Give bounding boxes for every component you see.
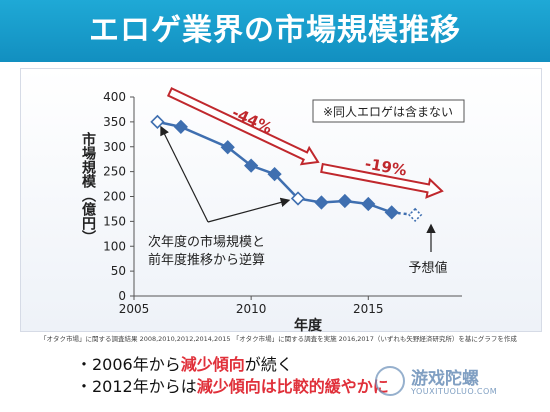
watermark-logo-icon [375,366,405,396]
note-box [312,99,465,123]
data-point [150,114,165,130]
y-tick-label: 150 [103,214,126,228]
data-point [408,207,423,223]
y-tick-label: 300 [103,140,126,154]
callout-text-line2: 前年度推移から逆算 [148,252,265,268]
data-point [244,158,259,173]
decline-arrow-2-shape [320,162,444,199]
callout-arrow-1 [160,125,209,223]
bullet-emphasis: 減少傾向 [180,355,245,374]
watermark-url: YOUXITUOLUO.COM [411,387,498,396]
data-point [173,119,188,134]
watermark: 游戏陀螺 YOUXITUOLUO.COM [375,362,545,406]
y-tick-label: 50 [111,264,126,278]
y-axis-title: 市場規模（億円） [80,132,96,244]
bullet-list: ・2006年から減少傾向が続く ・2012年からは減少傾向は比較的緩やかに [76,354,389,398]
data-point [337,193,352,209]
bullet-text: が続く [244,355,293,374]
page-title: エロゲ業界の市場規模推移 [89,13,461,48]
source-note: 「オタク市場」に関する調査結果 2008,2010,2012,2014,2015… [40,335,517,343]
data-point [220,140,235,155]
data-point [290,191,306,206]
bullet-text: ・2006年から [76,355,181,374]
bullet-text: ・2012年からは [76,377,197,396]
x-axis-title: 年度 [294,317,323,334]
y-tick-label: 100 [103,239,126,253]
y-tick-label: 250 [103,165,126,179]
title-banner [0,0,550,62]
note-text: ※同人エロゲは含まない [323,104,453,119]
data-point [384,205,399,220]
y-tick-label: 0 [118,289,126,303]
callout-text-line1: 次年度の市場規模と [148,234,265,250]
bullet-emphasis: 減少傾向は比較的緩やかに [196,377,389,396]
y-tick-label: 200 [103,190,126,204]
decline-arrow-2 [320,162,444,199]
x-tick-label: 2010 [236,302,267,316]
y-tick-label: 350 [103,115,126,129]
series-line [157,120,393,214]
y-tick-label: 400 [103,90,126,104]
decline-arrow-1-shape [166,87,320,166]
bullet-item: ・2006年から減少傾向が続く [76,354,389,376]
forecast-label: 予想値 [408,260,447,276]
callout-arrow-2 [207,197,291,223]
x-tick-label: 2015 [353,302,384,316]
bullet-item: ・2012年からは減少傾向は比較的緩やかに [76,376,389,398]
decline-arrow-1 [166,87,320,166]
data-point [267,166,282,182]
data-point [314,195,329,210]
data-point [361,196,376,212]
watermark-name: 游戏陀螺 [411,369,479,389]
x-tick-label: 2005 [119,302,150,316]
